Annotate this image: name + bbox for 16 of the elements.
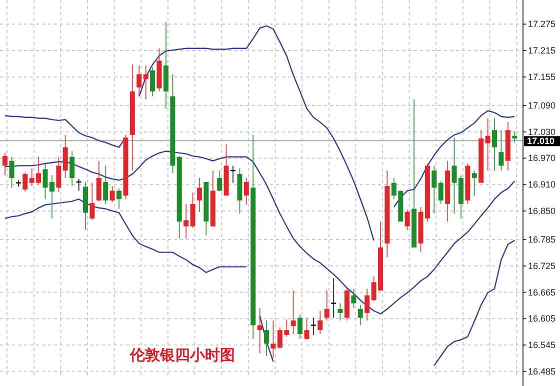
y-tick-label: 16.850 — [528, 206, 556, 216]
y-tick-label: 17.215 — [528, 46, 556, 56]
y-tick-label: 17.090 — [528, 100, 556, 110]
y-tick-label: 16.910 — [528, 180, 556, 190]
text: 伦敦银四小时图 — [129, 347, 235, 364]
y-tick-label: 16.485 — [528, 366, 556, 376]
y-tick-label: 16.605 — [528, 314, 556, 324]
y-tick-label: 16.665 — [528, 287, 556, 298]
y-tick-label: 16.725 — [528, 260, 556, 271]
y-tick-label: 16.785 — [528, 234, 556, 245]
y-tick-label: 16.970 — [528, 153, 556, 164]
y-tick-label: 17.275 — [528, 19, 556, 30]
y-tick-label: 17.155 — [528, 72, 556, 82]
y-tick-label: 17.030 — [528, 126, 556, 137]
ref-line-label: 17.010 — [527, 136, 555, 146]
y-tick-label: 16.545 — [528, 340, 556, 350]
